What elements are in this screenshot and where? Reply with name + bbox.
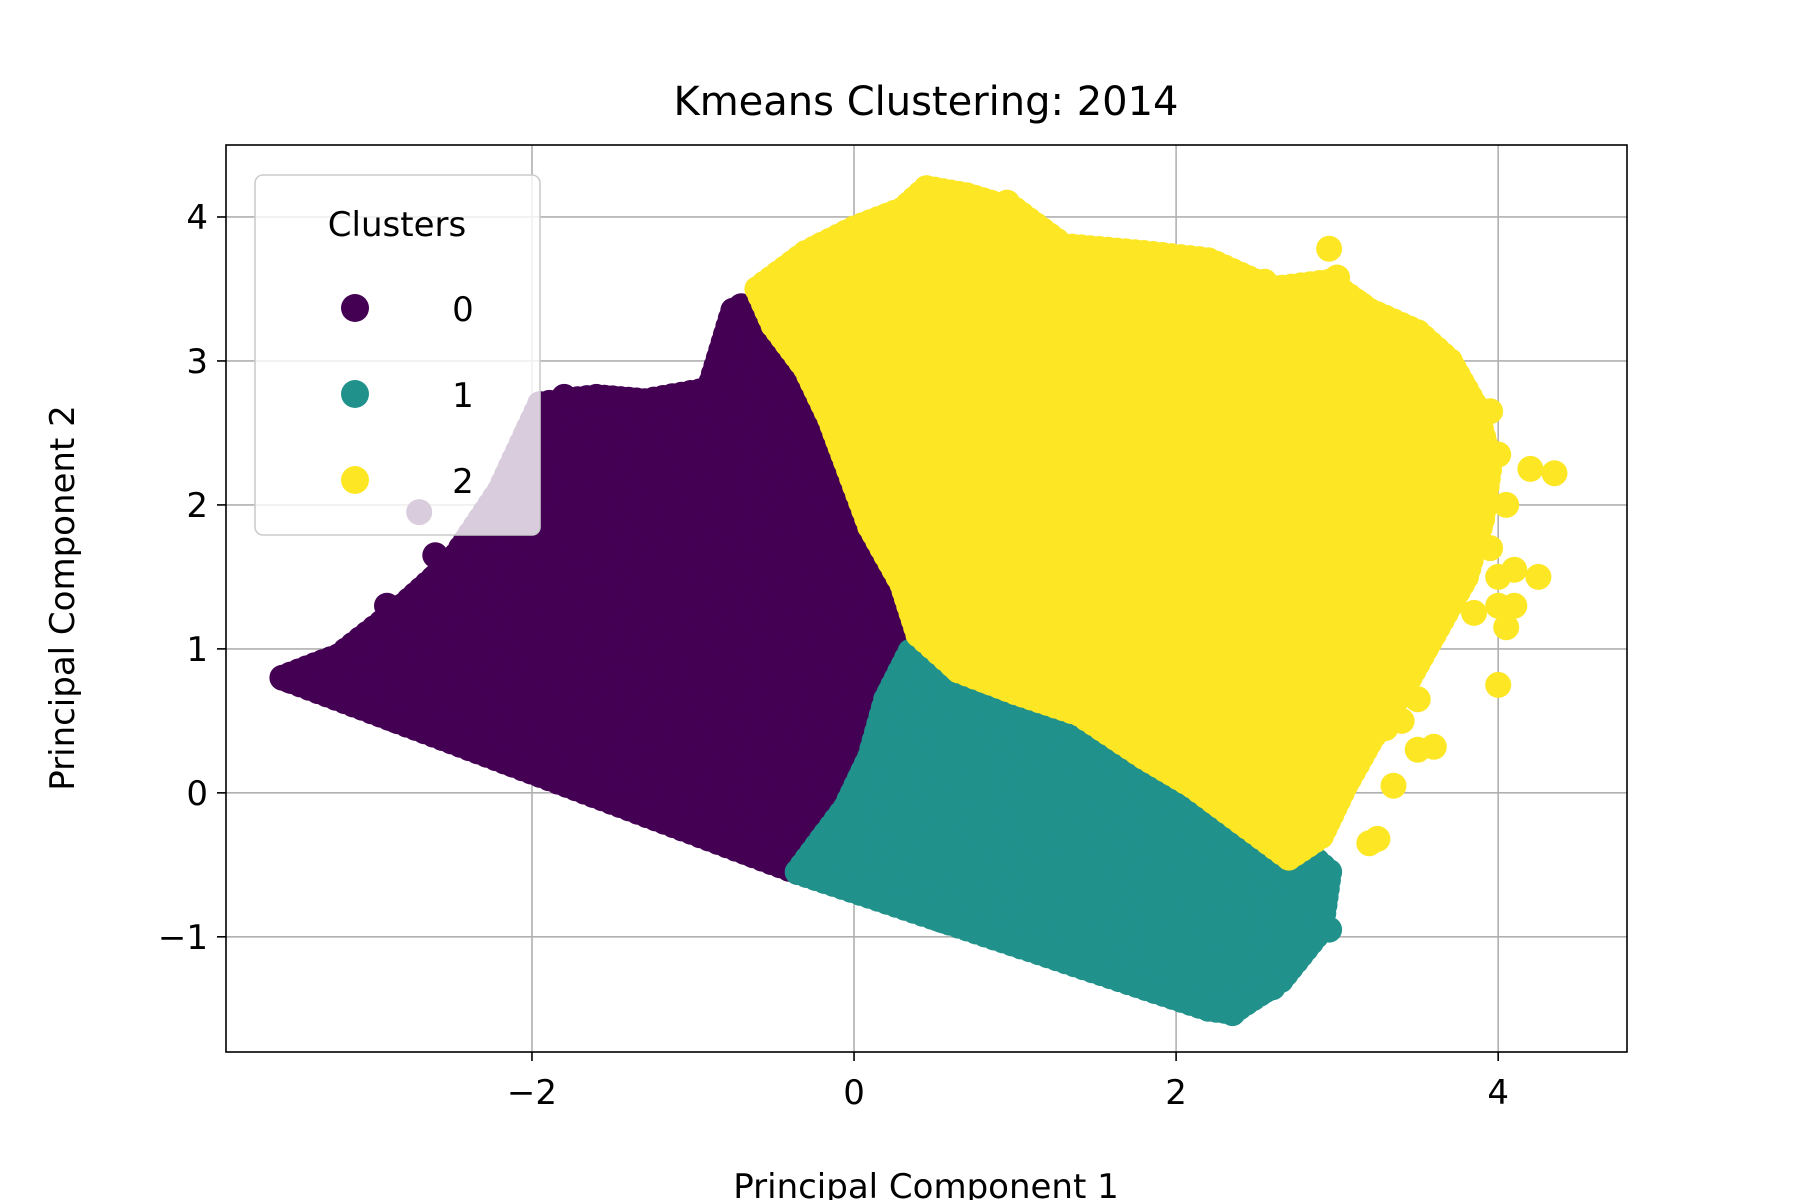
data-point (422, 542, 449, 569)
data-point (551, 383, 578, 410)
data-point (382, 599, 409, 626)
data-point (325, 650, 352, 677)
data-points (269, 175, 1568, 1027)
data-point (470, 549, 497, 576)
series-0 (269, 293, 932, 885)
data-point (438, 592, 465, 619)
data-point (278, 668, 305, 694)
